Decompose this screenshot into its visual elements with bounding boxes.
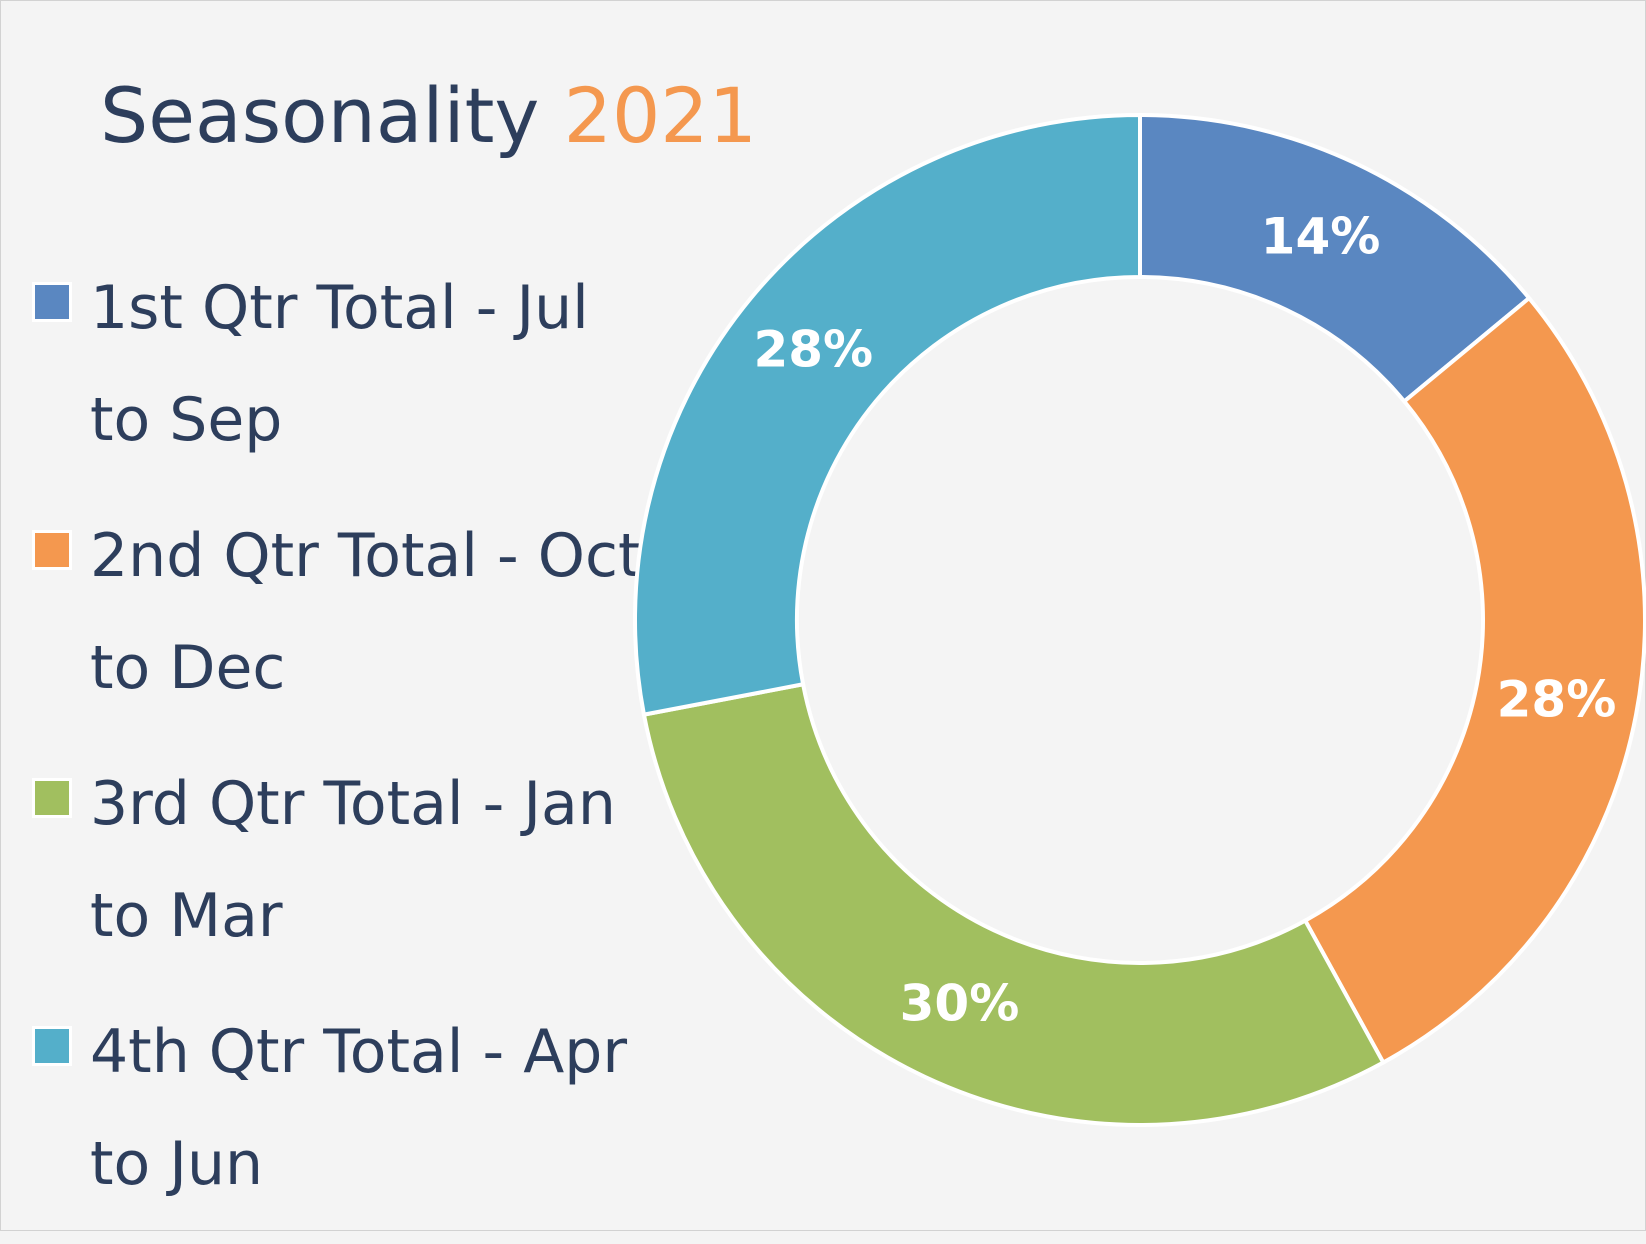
data-label-q2: 28% — [1497, 670, 1617, 728]
legend-swatch-q2 — [32, 530, 72, 570]
data-label-q4: 28% — [753, 321, 873, 379]
donut-slice-q2[interactable] — [1302, 295, 1646, 1066]
chart-title-text: Seasonality — [100, 71, 540, 160]
data-label-q1: 14% — [1261, 207, 1381, 265]
legend-label-q2: 2nd Qtr Total - Oct to Dec — [90, 521, 642, 703]
legend-label-q4: 4th Qtr Total - Apr to Jun — [90, 1017, 628, 1199]
donut-slice-q3[interactable] — [641, 681, 1387, 1127]
legend-label-q3: 3rd Qtr Total - Jan to Mar — [90, 769, 616, 951]
legend-item-q3[interactable]: 3rd Qtr Total - Jan to Mar — [32, 748, 652, 996]
legend-swatch-q3 — [32, 778, 72, 818]
donut-labels: 14% 28% 30% 28% — [753, 207, 1616, 1032]
legend-item-q4[interactable]: 4th Qtr Total - Apr to Jun — [32, 996, 652, 1244]
data-label-q3: 30% — [900, 975, 1020, 1033]
legend-item-q1[interactable]: 1st Qtr Total - Jul to Sep — [32, 252, 652, 500]
chart-title-year: 2021 — [563, 71, 758, 160]
legend-swatch-q1 — [32, 282, 72, 322]
chart-title: Seasonality 2021 — [100, 78, 757, 154]
legend-item-q2[interactable]: 2nd Qtr Total - Oct to Dec — [32, 500, 652, 748]
legend-label-q1: 1st Qtr Total - Jul to Sep — [90, 273, 589, 455]
legend-swatch-q4 — [32, 1026, 72, 1066]
donut-slices — [633, 112, 1646, 1127]
chart-legend: 1st Qtr Total - Jul to Sep 2nd Qtr Total… — [32, 252, 652, 1244]
donut-slice-q4[interactable] — [633, 112, 1142, 717]
